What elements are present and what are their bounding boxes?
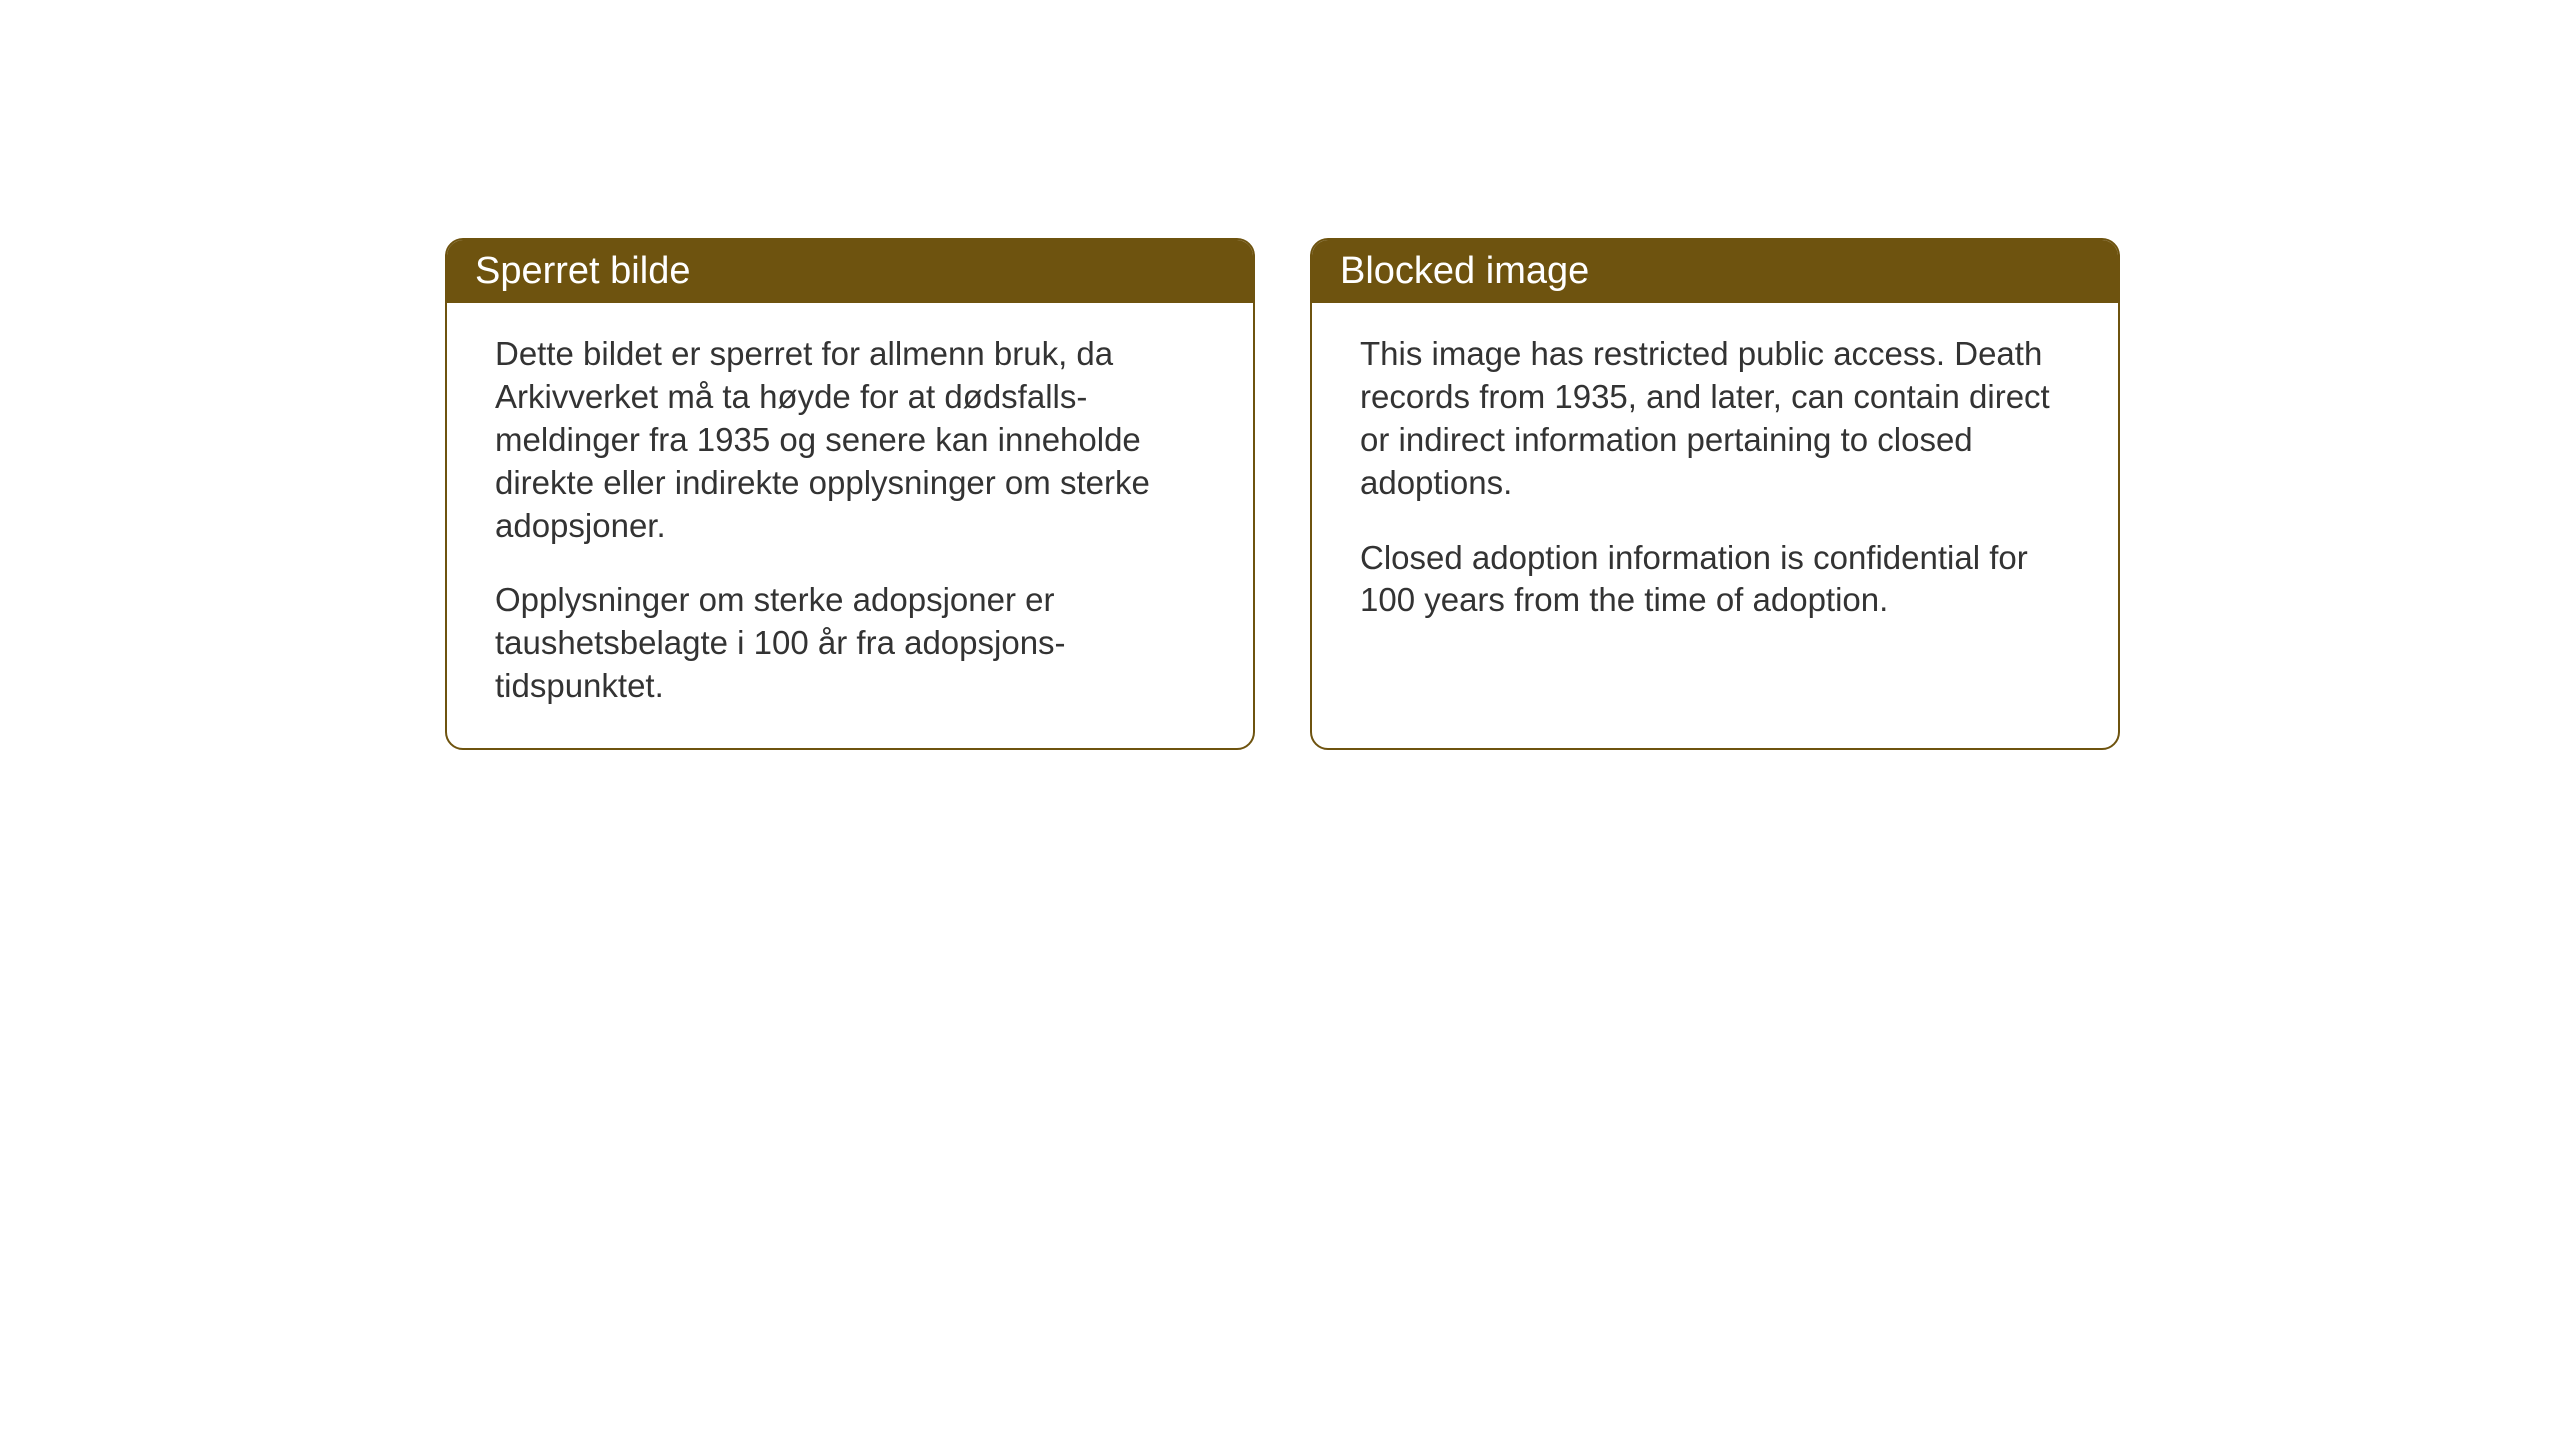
notice-box-english: Blocked image This image has restricted … (1310, 238, 2120, 750)
notice-paragraph-2-english: Closed adoption information is confident… (1360, 537, 2070, 623)
notice-body-english: This image has restricted public access.… (1312, 303, 2118, 738)
notice-box-norwegian: Sperret bilde Dette bildet er sperret fo… (445, 238, 1255, 750)
notice-container: Sperret bilde Dette bildet er sperret fo… (445, 238, 2120, 750)
notice-body-norwegian: Dette bildet er sperret for allmenn bruk… (447, 303, 1253, 748)
notice-header-norwegian: Sperret bilde (447, 240, 1253, 303)
notice-paragraph-1-english: This image has restricted public access.… (1360, 333, 2070, 505)
notice-paragraph-1-norwegian: Dette bildet er sperret for allmenn bruk… (495, 333, 1205, 547)
notice-title-english: Blocked image (1340, 250, 1589, 292)
notice-title-norwegian: Sperret bilde (475, 250, 690, 292)
notice-paragraph-2-norwegian: Opplysninger om sterke adopsjoner er tau… (495, 579, 1205, 708)
notice-header-english: Blocked image (1312, 240, 2118, 303)
